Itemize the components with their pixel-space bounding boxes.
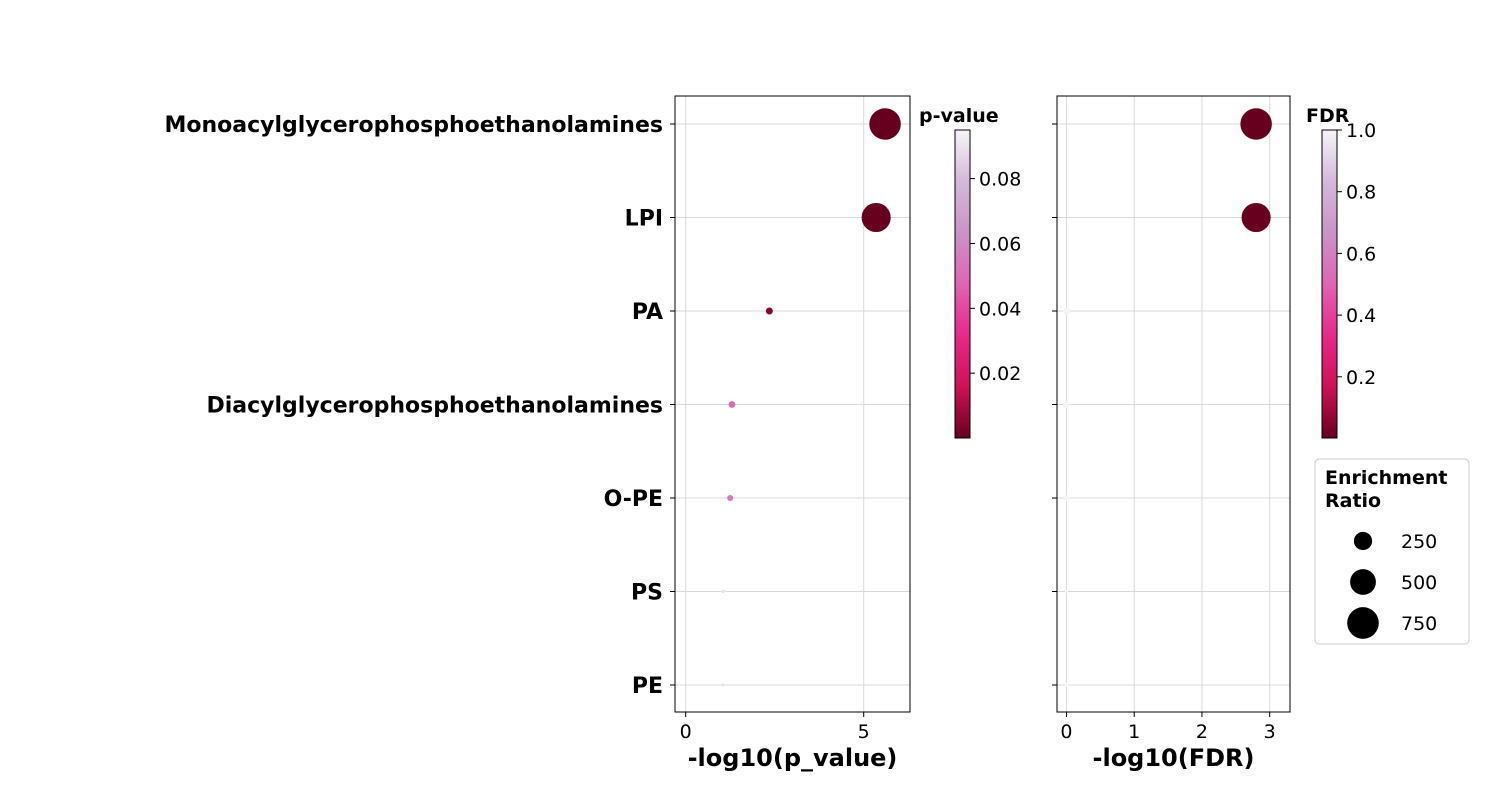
legend-marker <box>1350 569 1376 595</box>
data-point <box>1240 108 1272 140</box>
x-tick-label: 1 <box>1128 721 1140 743</box>
colorbar-tick-label: 0.06 <box>979 233 1021 255</box>
data-point <box>765 307 773 315</box>
legend-label: 750 <box>1401 613 1437 635</box>
data-point <box>1241 202 1271 233</box>
colorbar-tick-label: 0.8 <box>1346 182 1376 204</box>
x-tick-label: 5 <box>858 721 870 743</box>
x-tick-label: 3 <box>1264 721 1276 743</box>
legend-marker <box>1347 607 1379 639</box>
legend-marker <box>1353 531 1373 551</box>
colorbar-gradient <box>1321 129 1338 439</box>
colorbar-tick-label: 0.6 <box>1346 243 1376 265</box>
colorbar-tick-label: 0.4 <box>1346 305 1376 327</box>
colorbar-tick-label: 0.08 <box>979 169 1021 191</box>
data-point <box>1063 401 1070 408</box>
data-point <box>721 683 725 687</box>
data-point <box>869 108 901 140</box>
category-label: LPI <box>625 207 663 232</box>
category-label: PA <box>632 300 663 325</box>
colorbar-tick-label: 0.02 <box>979 363 1021 385</box>
x-axis-label: -log10(p_value) <box>688 744 898 772</box>
category-label: Diacylglycerophosphoethanolamines <box>206 394 663 419</box>
colorbar-title: FDR <box>1306 105 1350 127</box>
x-axis-label: -log10(FDR) <box>1093 744 1255 772</box>
category-label: O-PE <box>604 487 663 512</box>
data-point <box>1064 589 1069 594</box>
data-point <box>1063 307 1070 315</box>
colorbar-gradient <box>954 129 971 439</box>
plot-frame <box>1056 95 1291 713</box>
data-point <box>1063 494 1070 502</box>
enrichment-ratio-legend: Enrichment Ratio 250 500 750 <box>1314 458 1470 645</box>
legend-label: 250 <box>1401 531 1437 553</box>
category-labels: Monoacylglycerophosphoethanolamines LPI PA… <box>164 113 663 699</box>
colorbar-tick-label: 1.0 <box>1346 120 1376 142</box>
legend-frame <box>1314 458 1470 645</box>
fdr-panel: 0 1 2 3 -log10(FDR) <box>1052 95 1291 772</box>
x-tick-label: 2 <box>1196 721 1208 743</box>
legend-label: 500 <box>1401 572 1437 594</box>
fdr-colorbar: FDR 0.2 0.4 0.6 0.8 1.0 <box>1306 105 1376 439</box>
data-point <box>728 401 736 408</box>
category-label: PE <box>632 674 663 699</box>
plot-frame <box>674 95 911 713</box>
colorbar-title: p-value <box>919 105 999 127</box>
data-point <box>861 202 891 233</box>
category-label: PS <box>631 581 663 606</box>
legend-title-line1: Enrichment <box>1325 467 1447 489</box>
x-tick-label: 0 <box>680 721 692 743</box>
p-value-colorbar: p-value 0.02 0.04 0.06 0.08 <box>919 105 1021 439</box>
p-value-panel: 0 5-log10(p_value) <box>670 95 911 772</box>
data-point <box>1064 683 1069 687</box>
x-tick-label: 0 <box>1060 721 1072 743</box>
category-label: Monoacylglycerophosphoethanolamines <box>164 113 663 138</box>
legend-title-line2: Ratio <box>1325 490 1381 512</box>
data-point <box>721 589 725 594</box>
colorbar-tick-label: 0.04 <box>979 298 1021 320</box>
data-point <box>727 494 734 502</box>
colorbar-tick-label: 0.2 <box>1346 367 1376 389</box>
